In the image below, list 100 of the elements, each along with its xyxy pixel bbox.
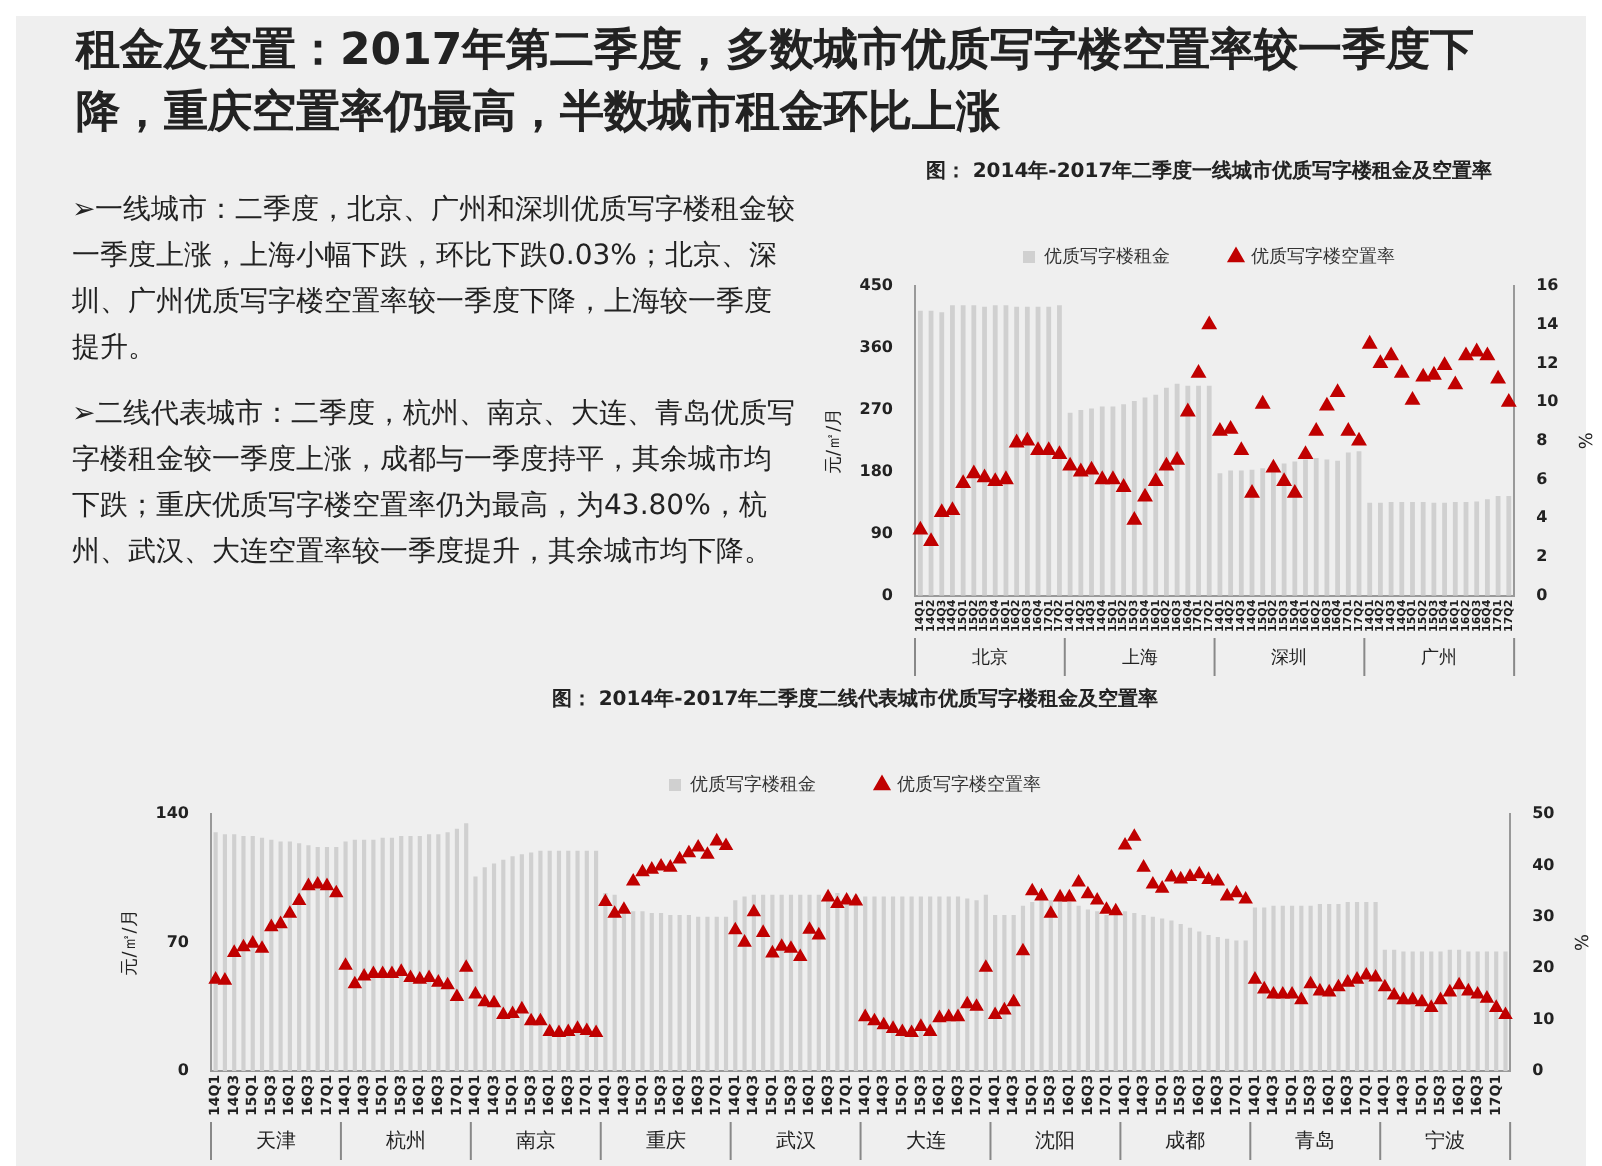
y2-tick-label: 10 <box>1536 392 1560 411</box>
point <box>1330 384 1345 398</box>
point <box>1276 473 1292 487</box>
point <box>988 473 1003 487</box>
point <box>1105 471 1121 485</box>
point <box>923 533 939 547</box>
y2-tick-label: 50 <box>1532 804 1556 823</box>
point <box>1244 484 1260 498</box>
point <box>1501 393 1517 407</box>
point <box>1287 484 1303 498</box>
y-tick-label: 140 <box>155 804 190 823</box>
point <box>1458 347 1474 361</box>
legend-label: 优质写字楼租金 <box>690 773 816 796</box>
y2-tick-label: 12 <box>1536 353 1559 372</box>
point <box>913 521 928 535</box>
chart-title: 图： 2014年-2017年二季度一线城市优质写字楼租金及空置率 <box>925 159 1493 184</box>
y2-tick-label: 2 <box>1536 547 1548 566</box>
text: 杭州 <box>383 1129 426 1154</box>
point <box>1255 395 1270 409</box>
point <box>1319 397 1335 411</box>
point <box>998 471 1014 485</box>
point <box>1341 422 1356 436</box>
point <box>1373 355 1388 369</box>
bar <box>917 310 923 596</box>
y-tick-label: 180 <box>859 461 894 480</box>
point <box>1212 422 1228 436</box>
y-tick-label: 450 <box>859 276 894 295</box>
y2-tick-label: 30 <box>1532 906 1556 925</box>
point <box>1052 446 1067 459</box>
point <box>1169 452 1185 465</box>
point <box>1030 442 1046 456</box>
text: 宁波 <box>1425 1129 1466 1154</box>
point <box>1298 446 1313 459</box>
point <box>1448 376 1463 390</box>
y2-tick-label: 14 <box>1536 314 1560 333</box>
y-tick-label: 0 <box>881 585 894 604</box>
y2-tick-label: 4 <box>1536 508 1549 527</box>
point <box>1383 347 1399 361</box>
text: 武汉 <box>775 1129 816 1154</box>
point <box>1062 457 1078 471</box>
text: 南京 <box>515 1129 556 1154</box>
bar <box>1506 495 1512 596</box>
y-tick-label: 90 <box>870 523 894 542</box>
point <box>1469 343 1484 357</box>
y-axis-title: 元/㎡/月 <box>823 407 846 474</box>
text: 深圳 <box>1271 646 1308 669</box>
point <box>1362 335 1377 349</box>
point <box>1405 392 1420 405</box>
y-tick-label: 0 <box>177 1061 190 1080</box>
point <box>1137 488 1153 502</box>
point <box>1415 368 1431 382</box>
y-axis-title: 元/㎡/月 <box>119 909 142 976</box>
point <box>1490 370 1506 384</box>
text: 成都 <box>1165 1129 1206 1154</box>
point <box>1009 434 1024 448</box>
chart-title: 图： 2014年-2017年二季度二线代表城市优质写字楼租金及空置率 <box>551 687 1159 712</box>
point <box>1480 347 1495 361</box>
point <box>955 475 971 489</box>
point <box>1234 442 1249 456</box>
point <box>1351 432 1367 446</box>
point <box>1394 364 1410 378</box>
point <box>1308 422 1324 436</box>
text: ➢一线城市：二季度，北京、广州和深圳优质写字楼租金较一季度上涨，上海小幅下跌，环比下跌0.03%；北京、深圳、广州优质写字楼空置率较一季度下降，上海较一季度提升。 <box>72 192 796 368</box>
y2-tick-label: 8 <box>1536 431 1549 449</box>
point <box>1180 403 1196 417</box>
text: 青岛 <box>1295 1129 1336 1154</box>
point <box>945 502 960 516</box>
point <box>977 469 992 483</box>
y2-tick-label: 0 <box>1532 1061 1545 1080</box>
legend-label: 优质写字楼空置率 <box>1251 245 1395 268</box>
point <box>1437 357 1452 370</box>
point <box>1094 471 1110 485</box>
y2-tick-label: 0 <box>1536 585 1549 604</box>
text: 北京 <box>971 646 1008 669</box>
point <box>1148 473 1163 487</box>
text: 沈阳 <box>1035 1129 1076 1154</box>
y-tick-label: 70 <box>166 932 190 951</box>
y2-tick-label: 16 <box>1536 276 1560 295</box>
y-tick-label: 270 <box>859 400 894 419</box>
point <box>1020 432 1035 446</box>
point <box>1223 421 1238 434</box>
point <box>1073 463 1089 477</box>
point <box>966 465 982 479</box>
point <box>1159 457 1174 471</box>
text: 重庆 <box>645 1129 686 1154</box>
point <box>1084 461 1099 475</box>
point <box>1426 366 1442 380</box>
point <box>1041 442 1056 456</box>
y2-axis-title: % <box>1572 432 1593 451</box>
legend-label: 优质写字楼空置率 <box>897 773 1041 796</box>
text: 广州 <box>1421 646 1458 669</box>
text: 大连 <box>905 1129 946 1154</box>
legend-label: 优质写字楼租金 <box>1044 245 1170 268</box>
text: 租金及空置：2017年第二季度，多数城市优质写字楼空置率较一季度下降，重庆空置率仍最高，半数城市租金环比上涨 <box>76 23 1477 142</box>
text: 天津 <box>255 1129 296 1154</box>
y2-tick-label: 40 <box>1532 855 1556 874</box>
point <box>1116 479 1131 492</box>
y-tick-label: 360 <box>859 338 894 357</box>
point <box>1201 316 1217 330</box>
y2-axis-title: % <box>1568 933 1589 952</box>
